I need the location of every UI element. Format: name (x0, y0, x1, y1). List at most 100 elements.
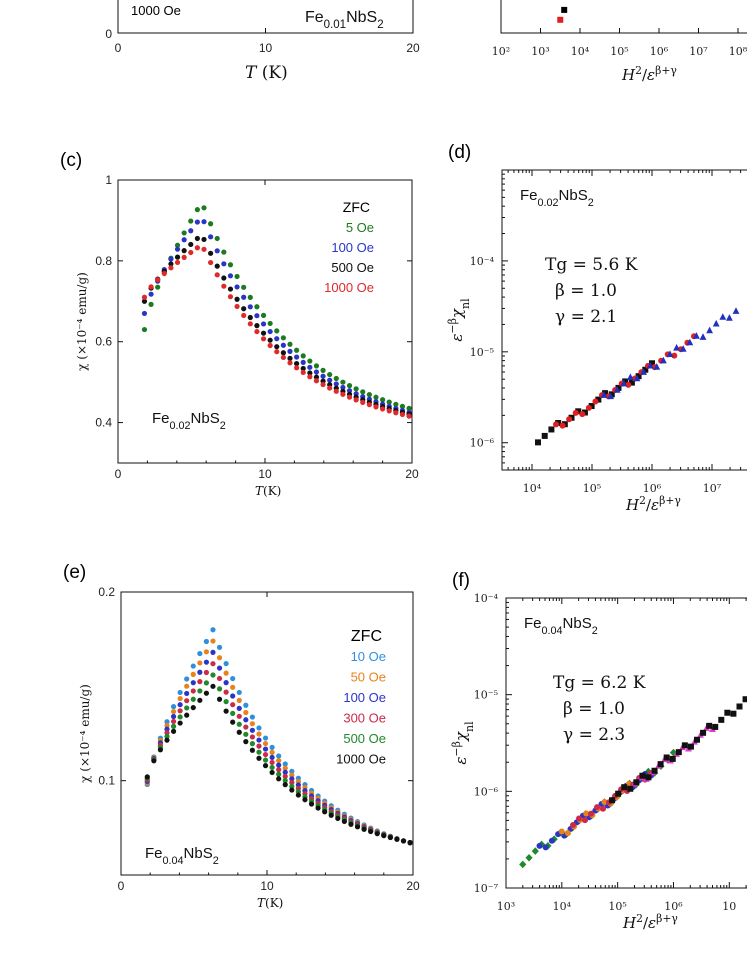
x-tick-label: 0 (115, 467, 122, 481)
data-point (227, 273, 234, 279)
data-point (141, 310, 148, 317)
data-point (280, 335, 286, 341)
data-point (197, 688, 203, 694)
compound-label: Fe0.02NbS2 (520, 187, 594, 209)
data-point (280, 354, 286, 361)
data-point (673, 343, 680, 351)
data-point (214, 248, 220, 254)
data-point (241, 312, 247, 319)
data-point (381, 833, 387, 839)
y-tick-label: 0.8 (95, 254, 112, 268)
data-point (170, 728, 177, 734)
data-point (558, 828, 565, 835)
data-point (254, 328, 260, 335)
data-point (230, 710, 236, 717)
data-point (227, 294, 234, 300)
data-point (627, 373, 634, 381)
panel-e: 0 10 20 0.1 0.2 T(K) χ (×10⁻⁴ emu/g) (e) Fe0.04N… (63, 562, 420, 910)
data-point (327, 385, 333, 391)
data-point (663, 754, 670, 761)
data-point (274, 349, 280, 355)
x-tick-label: 10⁷ (689, 45, 708, 58)
data-point (190, 671, 196, 677)
data-point (170, 718, 177, 725)
data-point (706, 722, 713, 729)
data-point (249, 734, 255, 740)
data-point (214, 272, 220, 278)
data-point (201, 219, 207, 225)
y-tick-label: 10⁻⁶ (470, 437, 495, 450)
y-tick-label: 10⁻⁴ (474, 592, 499, 605)
data-point (387, 834, 393, 841)
data-point (622, 378, 629, 385)
data-point (262, 751, 269, 758)
data-point (732, 307, 740, 314)
compound-label: Fe0.01NbS2 (305, 9, 384, 31)
legend-entry: 100 Oe (343, 690, 386, 705)
data-point (360, 399, 366, 405)
data-point (366, 402, 372, 408)
data-point (282, 782, 288, 788)
param-gamma: γ = 2.3 (563, 725, 625, 745)
data-point (236, 713, 242, 719)
data-point (346, 383, 353, 389)
data-point (280, 350, 286, 356)
data-point (553, 421, 559, 428)
legend-title: ZFC (351, 628, 382, 645)
param-tg: Tg = 6.2 K (553, 673, 646, 693)
data-point (294, 347, 300, 353)
x-tick-label: 20 (406, 41, 420, 55)
data-point (170, 723, 177, 730)
data-point (267, 337, 273, 343)
data-point (313, 363, 320, 369)
data-point (243, 702, 249, 708)
y-axis-label: ε−βχnl (450, 721, 476, 765)
data-point (148, 291, 154, 297)
data-point (564, 830, 571, 837)
data-point (600, 391, 608, 398)
data-point (262, 763, 269, 769)
data-point (214, 263, 220, 269)
data-point (216, 655, 223, 661)
data-point (287, 355, 293, 361)
panel-label: (e) (63, 562, 86, 583)
data-point (269, 754, 275, 761)
data-point (294, 365, 300, 371)
data-point (274, 344, 280, 350)
data-point (366, 392, 372, 398)
data-point (148, 301, 154, 307)
data-point (615, 384, 622, 391)
data-point (726, 314, 733, 321)
data-point (559, 422, 566, 429)
data-point (227, 286, 234, 292)
data-point (177, 695, 183, 702)
data-point (221, 261, 227, 267)
y-tick-label: 10⁻⁵ (470, 346, 494, 359)
data-point (346, 394, 353, 400)
data-point (541, 432, 548, 439)
data-point (742, 696, 747, 703)
data-point (307, 364, 313, 370)
data-point (208, 234, 214, 240)
data-point (274, 336, 280, 342)
data-point (141, 294, 148, 300)
data-point (161, 270, 167, 277)
panel-d: 10⁴ 10⁵ 10⁶ 10⁷ 10⁻⁴ 10⁻⁵ 10⁻⁶ H2/εβ+γ ε−βχnl (d)… (446, 142, 747, 514)
data-point (386, 408, 392, 414)
data-point (190, 680, 196, 686)
data-point (256, 725, 262, 731)
data-point (566, 416, 573, 423)
legend-entry: 50 Oe (351, 670, 386, 685)
data-point (216, 665, 223, 671)
data-point (197, 679, 203, 685)
data-point (197, 669, 203, 675)
data-point (141, 326, 148, 333)
data-point (535, 439, 541, 446)
data-point (280, 342, 286, 348)
panel-f: 10³ 10⁴ 10⁵ 10⁶ 10 10⁻⁴ 10⁻⁵ 10⁻⁶ 10⁻⁷ H2/εβ+γ ε−β… (450, 570, 747, 932)
y-tick-label: 1 (105, 173, 112, 187)
data-point (188, 228, 194, 234)
data-point (287, 360, 293, 366)
data-point (588, 403, 595, 410)
x-tick-label: 10⁴ (571, 45, 590, 58)
